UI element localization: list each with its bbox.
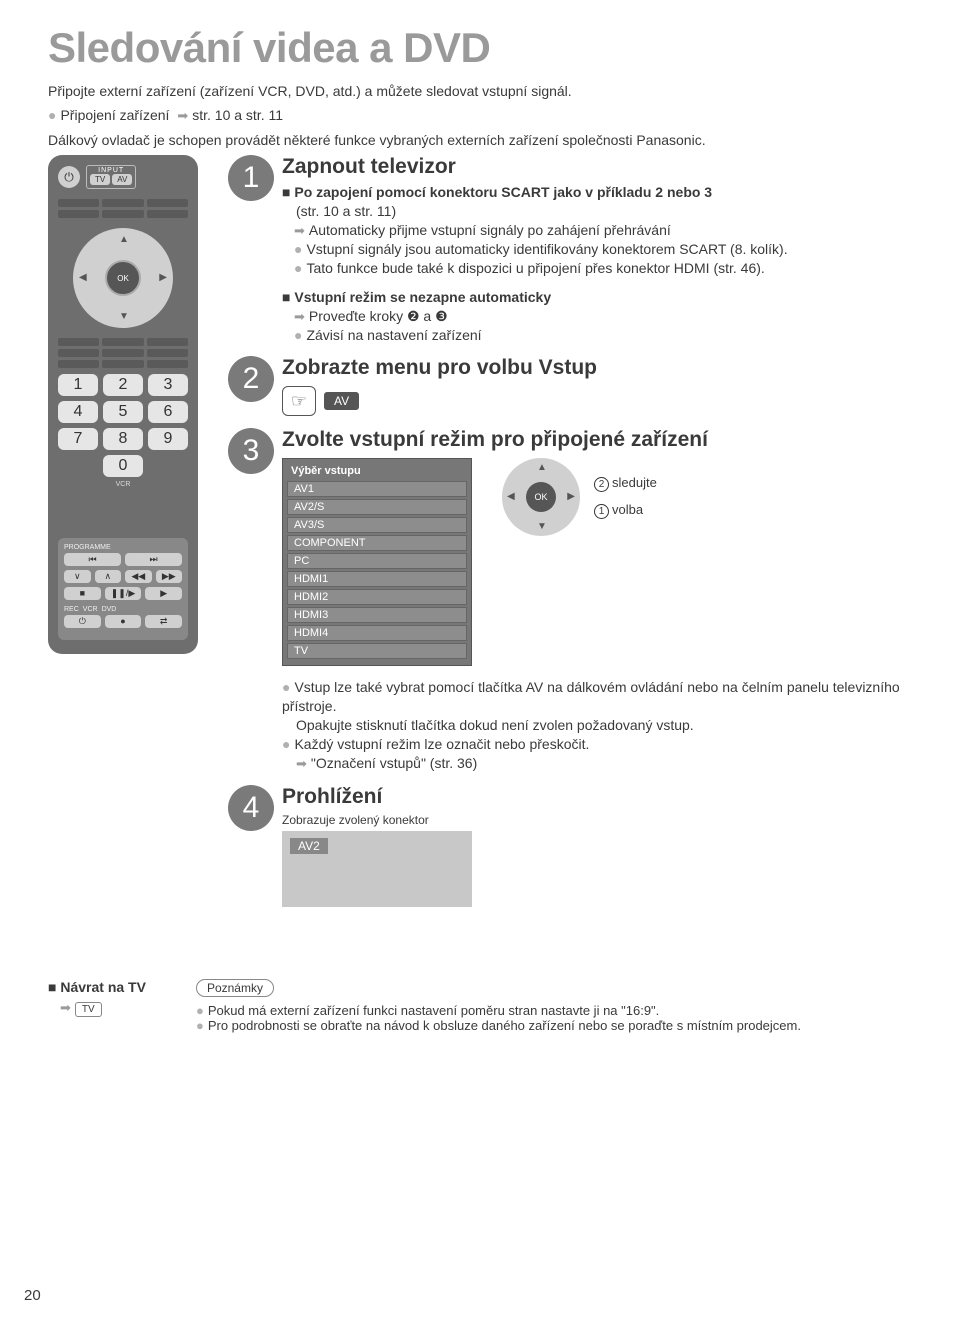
- pozn-b1: Pokud má externí zařízení funkci nastave…: [196, 1003, 924, 1018]
- num-6[interactable]: 6: [148, 401, 188, 423]
- numpad[interactable]: 1 2 3 4 5 6 7 8 9 0: [58, 374, 188, 477]
- num-8[interactable]: 8: [103, 428, 143, 450]
- switch-icon[interactable]: ⇄: [145, 615, 182, 628]
- ch-down[interactable]: ∨: [64, 570, 91, 583]
- panel-title: Výběr vstupu: [287, 463, 467, 479]
- step3-after2-arrow: "Označení vstupů" (str. 36): [296, 754, 924, 773]
- opt-hdmi1[interactable]: HDMI1: [287, 571, 467, 587]
- programme-label: PROGRAMME: [64, 544, 182, 551]
- step-3-title: Zvolte vstupní režim pro připojené zaříz…: [282, 428, 924, 452]
- step-3-badge: 3: [228, 428, 274, 474]
- opt-hdmi3[interactable]: HDMI3: [287, 607, 467, 623]
- dpad[interactable]: OK ▲▼ ◀▶: [73, 228, 173, 328]
- opt-tv[interactable]: TV: [287, 643, 467, 659]
- opt-hdmi2[interactable]: HDMI2: [287, 589, 467, 605]
- input-select-panel: Výběr vstupu AV1 AV2/S AV3/S COMPONENT P…: [282, 458, 472, 666]
- stop-icon[interactable]: ■: [64, 587, 101, 600]
- pozn-b2: Pro podrobnosti se obraťte na návod k ob…: [196, 1018, 924, 1033]
- poznamky-hdr: Poznámky: [196, 979, 274, 997]
- opt-av3s[interactable]: AV3/S: [287, 517, 467, 533]
- skip-fwd-icon[interactable]: ⏭: [125, 553, 182, 566]
- input-box: INPUT TV AV: [86, 165, 136, 189]
- step3-after1b: Opakujte stisknutí tlačítka dokud není z…: [296, 716, 924, 735]
- navrat-title: Návrat na TV: [60, 979, 146, 995]
- hand-icon: ☞: [282, 386, 316, 416]
- opt-hdmi4[interactable]: HDMI4: [287, 625, 467, 641]
- step1-b1: Vstupní signály jsou automaticky identif…: [294, 240, 924, 259]
- tv-button[interactable]: TV: [90, 174, 110, 185]
- opt-pc[interactable]: PC: [287, 553, 467, 569]
- vcr-label: VCR: [58, 481, 188, 488]
- ffwd-icon[interactable]: ▶▶: [156, 570, 183, 583]
- av-button[interactable]: AV: [112, 174, 132, 185]
- num-5[interactable]: 5: [103, 401, 143, 423]
- opt-component[interactable]: COMPONENT: [287, 535, 467, 551]
- num-2[interactable]: 2: [103, 374, 143, 396]
- av2-label: AV2: [290, 838, 328, 854]
- page-number: 20: [24, 1287, 41, 1304]
- step1-ref: (str. 10 a str. 11): [296, 202, 924, 221]
- step1-b2: Tato funkce bude také k dispozici u přip…: [294, 259, 924, 278]
- intro-ref: str. 10 a str. 11: [177, 107, 283, 123]
- intro-line1: Připojte externí zařízení (zařízení VCR,…: [48, 82, 924, 100]
- av-pill[interactable]: AV: [324, 392, 359, 410]
- step-4-badge: 4: [228, 785, 274, 831]
- num-7[interactable]: 7: [58, 428, 98, 450]
- intro-line2: Dálkový ovladač je schopen provádět někt…: [48, 131, 924, 149]
- step-2-title: Zobrazte menu pro volbu Vstup: [282, 356, 924, 380]
- step1-b3: Závisí na nastavení zařízení: [294, 326, 924, 345]
- sledujte-label: 2sledujte: [594, 475, 657, 492]
- play-icon[interactable]: ▶: [145, 587, 182, 600]
- step3-after1: Vstup lze také vybrat pomocí tlačítka AV…: [282, 678, 924, 716]
- step-1-badge: 1: [228, 155, 274, 201]
- rec-label: REC: [64, 606, 79, 613]
- step1-sq: Po zapojení pomocí konektoru SCART jako …: [282, 183, 924, 202]
- num-9[interactable]: 9: [148, 428, 188, 450]
- skip-back-icon[interactable]: ⏮: [64, 553, 121, 566]
- ok-dpad[interactable]: OK ▲▼ ◀▶: [502, 458, 580, 536]
- step3-after2: Každý vstupní režim lze označit nebo pře…: [282, 735, 924, 754]
- volba-label: 1volba: [594, 502, 657, 519]
- opt-av1[interactable]: AV1: [287, 481, 467, 497]
- intro-bullet: Připojení zařízení: [48, 107, 169, 123]
- num-1[interactable]: 1: [58, 374, 98, 396]
- rewind-icon[interactable]: ◀◀: [125, 570, 152, 583]
- tv-badge[interactable]: TV: [75, 1002, 102, 1017]
- dvd-label: DVD: [102, 606, 117, 613]
- rec-icon[interactable]: ●: [105, 615, 142, 628]
- num-0[interactable]: 0: [103, 455, 143, 477]
- opt-av2s[interactable]: AV2/S: [287, 499, 467, 515]
- remote-control: ⏻ INPUT TV AV OK ▲▼ ◀▶: [48, 155, 198, 654]
- vcr2-label: VCR: [83, 606, 98, 613]
- ok-button[interactable]: OK: [105, 260, 141, 296]
- poznamky-block: Poznámky Pokud má externí zařízení funkc…: [196, 979, 924, 1033]
- step1-arrow2: Proveďte kroky ❷ a ❸: [294, 307, 924, 326]
- step1-sq2: Vstupní režim se nezapne automaticky: [282, 288, 924, 307]
- step1-arrow: Automaticky přijme vstupní signály po za…: [294, 221, 924, 240]
- step-4-title: Prohlížení: [282, 785, 924, 809]
- page-title: Sledování videa a DVD: [48, 24, 924, 72]
- num-3[interactable]: 3: [148, 374, 188, 396]
- num-4[interactable]: 4: [58, 401, 98, 423]
- standby-icon[interactable]: ⏻: [64, 615, 101, 628]
- step4-sub: Zobrazuje zvolený konektor: [282, 813, 924, 827]
- av2-preview: AV2: [282, 831, 472, 907]
- step-1-title: Zapnout televizor: [282, 155, 924, 179]
- step-2-badge: 2: [228, 356, 274, 402]
- navrat-block: Návrat na TV TV: [48, 979, 146, 1033]
- input-label: INPUT: [90, 167, 132, 174]
- ch-up[interactable]: ∧: [95, 570, 122, 583]
- pause-play-icon[interactable]: ❚❚/▶: [105, 587, 142, 600]
- power-icon[interactable]: ⏻: [58, 166, 80, 188]
- intro-bullet-row: Připojení zařízení str. 10 a str. 11: [48, 106, 924, 125]
